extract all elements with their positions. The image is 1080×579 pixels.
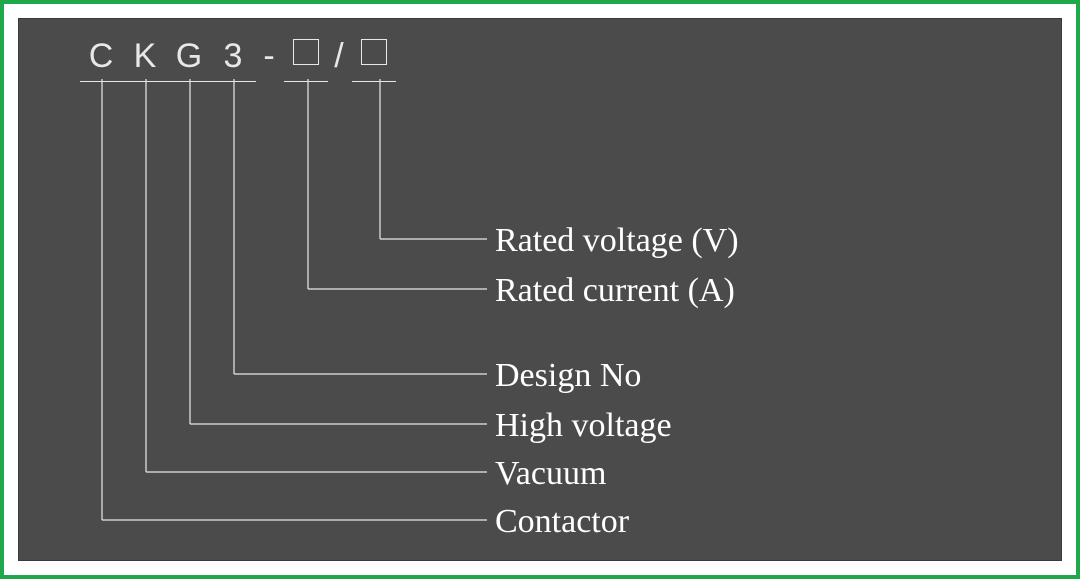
- code-char-underline: [124, 81, 168, 82]
- code-char-underline: [352, 81, 396, 82]
- code-char: K: [124, 37, 168, 76]
- code-char: /: [328, 37, 352, 76]
- code-char: G: [168, 37, 212, 76]
- label-contactor: Contactor: [495, 503, 629, 541]
- model-code-row: CKG3- /: [80, 37, 396, 76]
- placeholder-box: [352, 37, 396, 76]
- placeholder-box: [284, 37, 328, 76]
- outer-frame: CKG3- / Rated voltage (V) Rated current (A…: [0, 0, 1080, 579]
- code-char-underline: [168, 81, 212, 82]
- code-char-underline: [80, 81, 124, 82]
- label-vacuum: Vacuum: [495, 455, 606, 493]
- code-char: 3: [212, 37, 256, 76]
- code-char-underline: [284, 81, 328, 82]
- placeholder-box-glyph: [293, 39, 319, 65]
- placeholder-box-glyph: [361, 39, 387, 65]
- inner-panel: CKG3- / Rated voltage (V) Rated current (A…: [18, 18, 1062, 561]
- label-design_no: Design No: [495, 357, 641, 395]
- code-char: -: [256, 37, 284, 76]
- label-high_voltage: High voltage: [495, 407, 672, 445]
- code-char: C: [80, 37, 124, 76]
- code-char-underline: [212, 81, 256, 82]
- label-rated_current: Rated current (A): [495, 272, 735, 310]
- label-rated_voltage: Rated voltage (V): [495, 222, 739, 260]
